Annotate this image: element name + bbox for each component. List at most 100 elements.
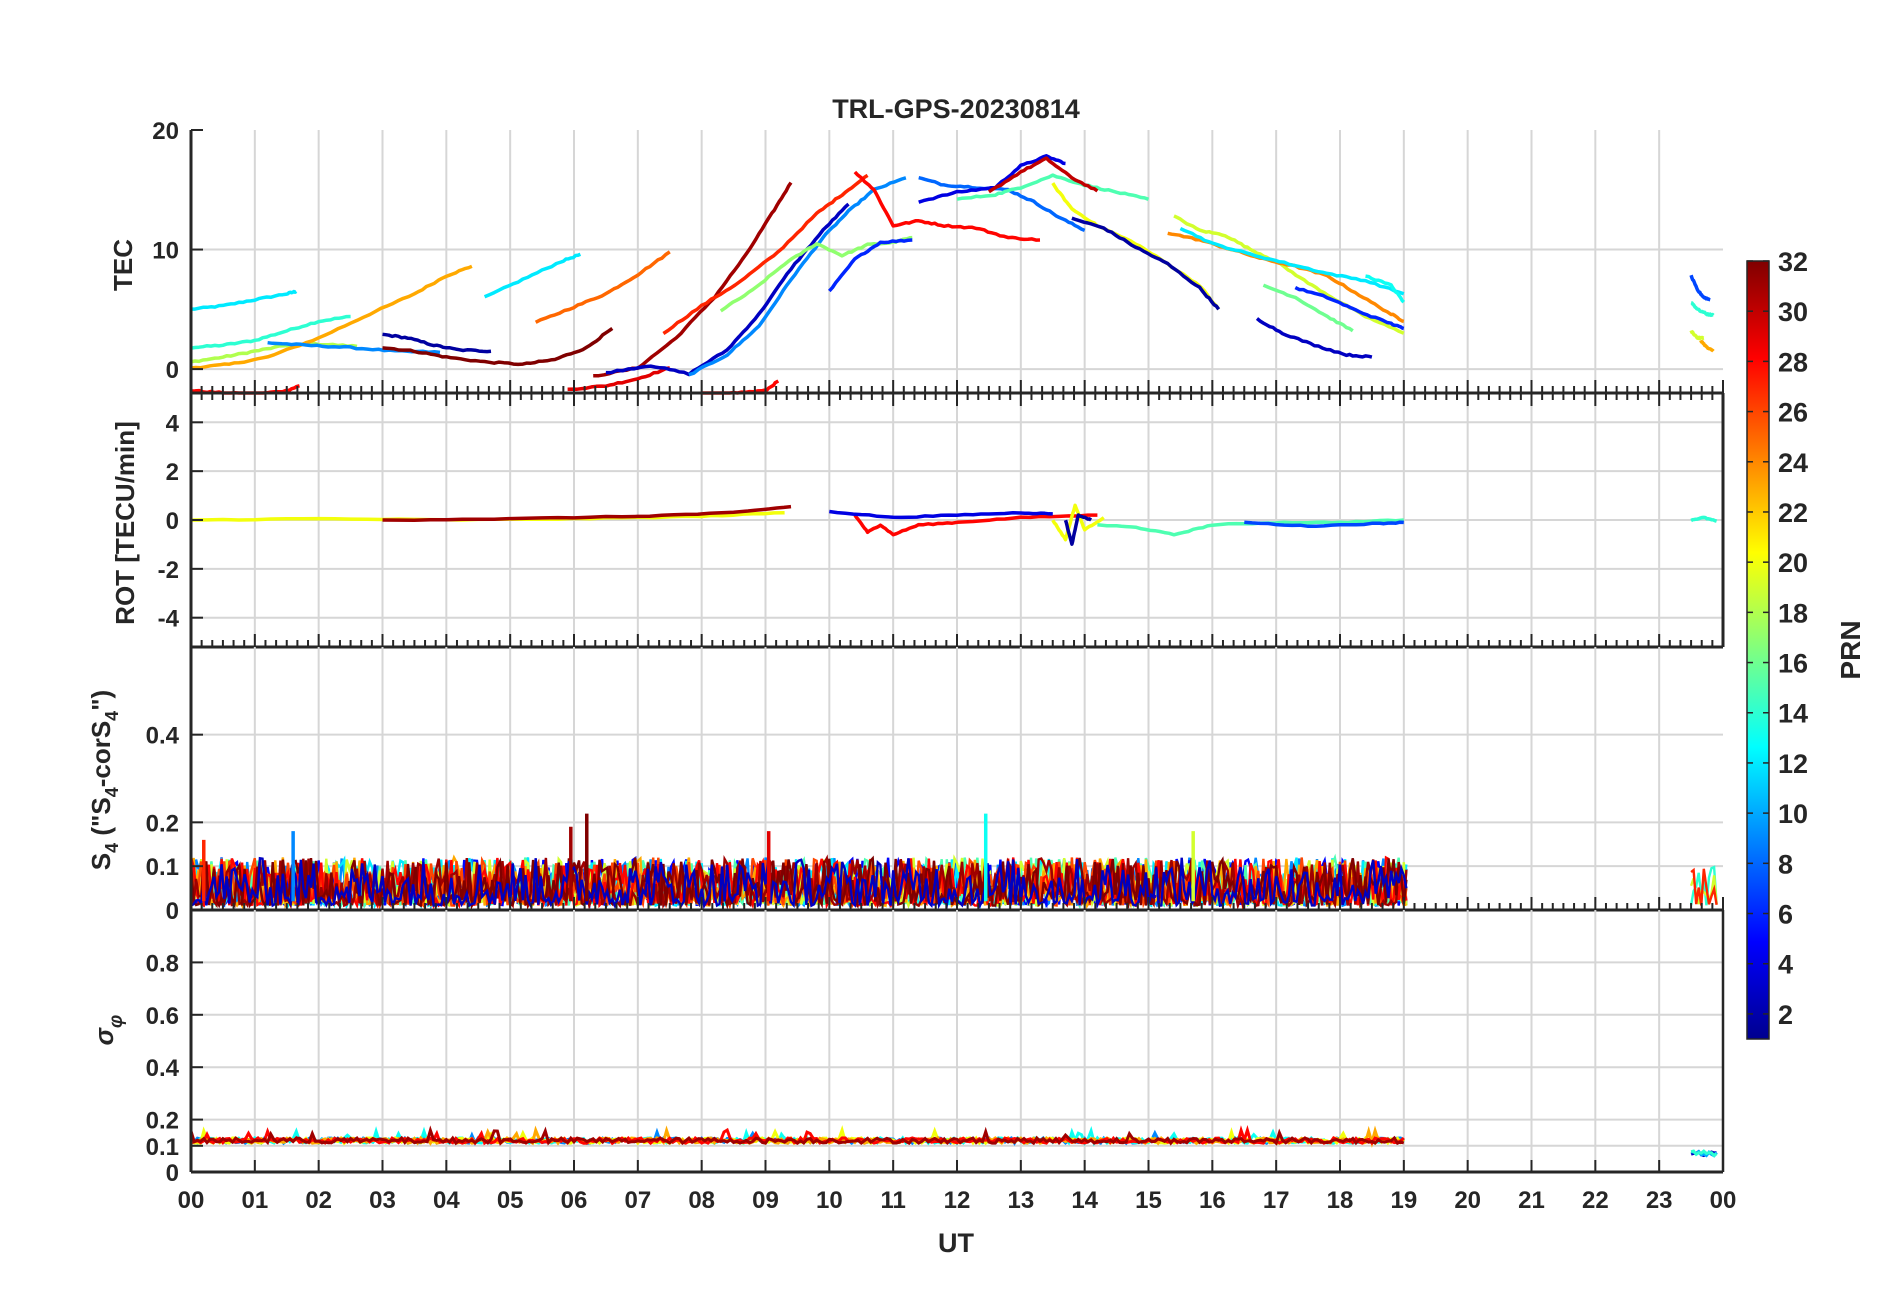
series-line-prn-15 [956, 173, 1150, 201]
y-tick-label: 0.1 [146, 854, 179, 881]
x-tick-label: 18 [1327, 1187, 1354, 1214]
x-tick-label: 05 [497, 1187, 524, 1214]
colorbar-tick-label: 10 [1778, 799, 1808, 829]
x-tick-label: 08 [688, 1187, 715, 1214]
series-line-prn-29 [567, 366, 671, 391]
colorbar-tick-label: 4 [1778, 950, 1793, 980]
colorbar-tick-label: 12 [1778, 749, 1808, 779]
colorbar-tick-label: 18 [1778, 598, 1808, 628]
series-line-prn-18 [190, 341, 358, 364]
noise-series-prn-14 [1690, 1149, 1718, 1158]
y-tick-label: -2 [158, 557, 179, 584]
y-tick-label: 2 [166, 459, 179, 486]
y-tick-label: 10 [152, 238, 179, 265]
x-tick-label: 13 [1007, 1187, 1034, 1214]
series-line-prn-2 [382, 332, 492, 354]
tec-y-ticks: 0 10 20 [152, 118, 203, 384]
series-line-prn-32 [382, 326, 614, 367]
sigma-series [189, 1125, 1718, 1158]
tec-grid [191, 130, 1723, 393]
x-axis-ticks: 00 01 02 03 04 05 06 07 08 09 10 11 12 13 14 15 16 17 18 19… [178, 910, 1737, 1214]
s4-series [189, 813, 1718, 911]
series-line-prn-3 [605, 202, 850, 377]
series-line-prn-6 [828, 238, 913, 293]
rot-y-ticks: -4 -2 0 2 4 [158, 410, 203, 633]
rot-series [190, 503, 1718, 546]
colorbar-tick-label: 32 [1778, 247, 1808, 277]
x-tick-label: 02 [305, 1187, 332, 1214]
series-line-prn-4 [918, 154, 1066, 204]
x-tick-label: 00 [1710, 1187, 1737, 1214]
x-tick-label: 23 [1646, 1187, 1673, 1214]
y-tick-label: 0.2 [146, 1108, 179, 1135]
y-tick-label: 0.4 [146, 723, 180, 750]
series-line-prn-14 [190, 314, 351, 350]
series-line-prn-27 [662, 173, 869, 335]
series-line-prn-12 [1179, 227, 1405, 296]
colorbar-tick-label: 28 [1778, 347, 1808, 377]
y-tick-label: 0 [166, 508, 179, 535]
series-line-prn-20 [1051, 503, 1105, 542]
panel-rot: -4 -2 0 2 4 ROT [TECU/min] [110, 391, 1725, 649]
x-tick-label: 01 [241, 1187, 268, 1214]
y-tick-label: 0.4 [146, 1055, 180, 1082]
colorbar-label: PRN [1835, 620, 1866, 679]
y-tick-label: 0.2 [146, 810, 179, 837]
series-line-prn-12 [191, 289, 298, 311]
x-tick-label: 17 [1263, 1187, 1290, 1214]
sigma-y-ticks: 00.10.2 0.4 0.6 0.8 [146, 950, 203, 1187]
y-tick-label: 0.6 [146, 1003, 179, 1030]
series-line-prn-14 [1690, 301, 1715, 318]
y-tick-label: -4 [158, 606, 180, 633]
colorbar-tick-label: 26 [1778, 398, 1808, 428]
colorbar-tick-label: 24 [1778, 448, 1808, 478]
x-tick-label: 21 [1518, 1187, 1545, 1214]
noise-series-prn-31 [189, 1125, 1405, 1146]
x-tick-label: 00 [178, 1187, 205, 1214]
tec-series [190, 154, 1715, 395]
noise-series-prn-27 [1690, 867, 1718, 906]
series-line-prn-13 [1365, 274, 1405, 304]
y-tick-label: 4 [166, 410, 180, 437]
x-tick-label: 06 [561, 1187, 588, 1214]
colorbar-tick-label: 22 [1778, 498, 1808, 528]
x-tick-label: 09 [752, 1187, 779, 1214]
x-tick-label: 11 [880, 1187, 905, 1214]
panel-sigma-phi: 00.10.20.40.60.8 σφ [89, 910, 1723, 1187]
series-line-prn-7 [1689, 274, 1712, 302]
series-line-prn-28 [853, 170, 1041, 242]
y-tick-label: 0.1 [146, 1134, 179, 1161]
series-line-prn-23 [190, 264, 473, 370]
y-tick-label: 0.8 [146, 950, 179, 977]
x-tick-label: 03 [369, 1187, 396, 1214]
chart-title: TRL-GPS-20230814 [832, 94, 1080, 124]
series-line-prn-16 [1262, 283, 1354, 333]
series-line-prn-2 [1071, 216, 1221, 311]
x-axis-label: UT [938, 1228, 974, 1258]
panel-tec: 0 10 20 TEC [108, 118, 1724, 395]
rot-ylabel: ROT [TECU/min] [110, 421, 140, 625]
panel-s4: 00.10.20.4 S4 ("S4-corS4") [86, 647, 1724, 925]
series-line-prn-12 [483, 252, 582, 299]
y-tick-label: 20 [152, 118, 179, 145]
series-line-prn-31 [382, 504, 792, 522]
s4-y-ticks: 0 0.1 0.2 0.4 [146, 723, 203, 925]
x-tick-label: 04 [433, 1187, 460, 1214]
x-tick-label: 22 [1582, 1187, 1609, 1214]
colorbar-tick-label: 8 [1778, 849, 1793, 879]
y-tick-label: 0 [166, 1160, 179, 1187]
series-line-prn-28 [853, 513, 1098, 537]
x-tick-label: 16 [1199, 1187, 1226, 1214]
series-line-prn-25 [534, 250, 671, 324]
series-line-prn-23 [1699, 339, 1715, 353]
x-tick-label: 19 [1390, 1187, 1417, 1214]
colorbar-gradient [1746, 260, 1770, 1040]
series-line-prn-6 [1294, 286, 1405, 331]
x-tick-label: 20 [1454, 1187, 1481, 1214]
x-tick-label: 07 [624, 1187, 651, 1214]
series-line-prn-3 [1255, 317, 1373, 359]
noise-series-prn-3 [190, 856, 1408, 910]
colorbar-tick-label: 2 [1778, 1000, 1793, 1030]
